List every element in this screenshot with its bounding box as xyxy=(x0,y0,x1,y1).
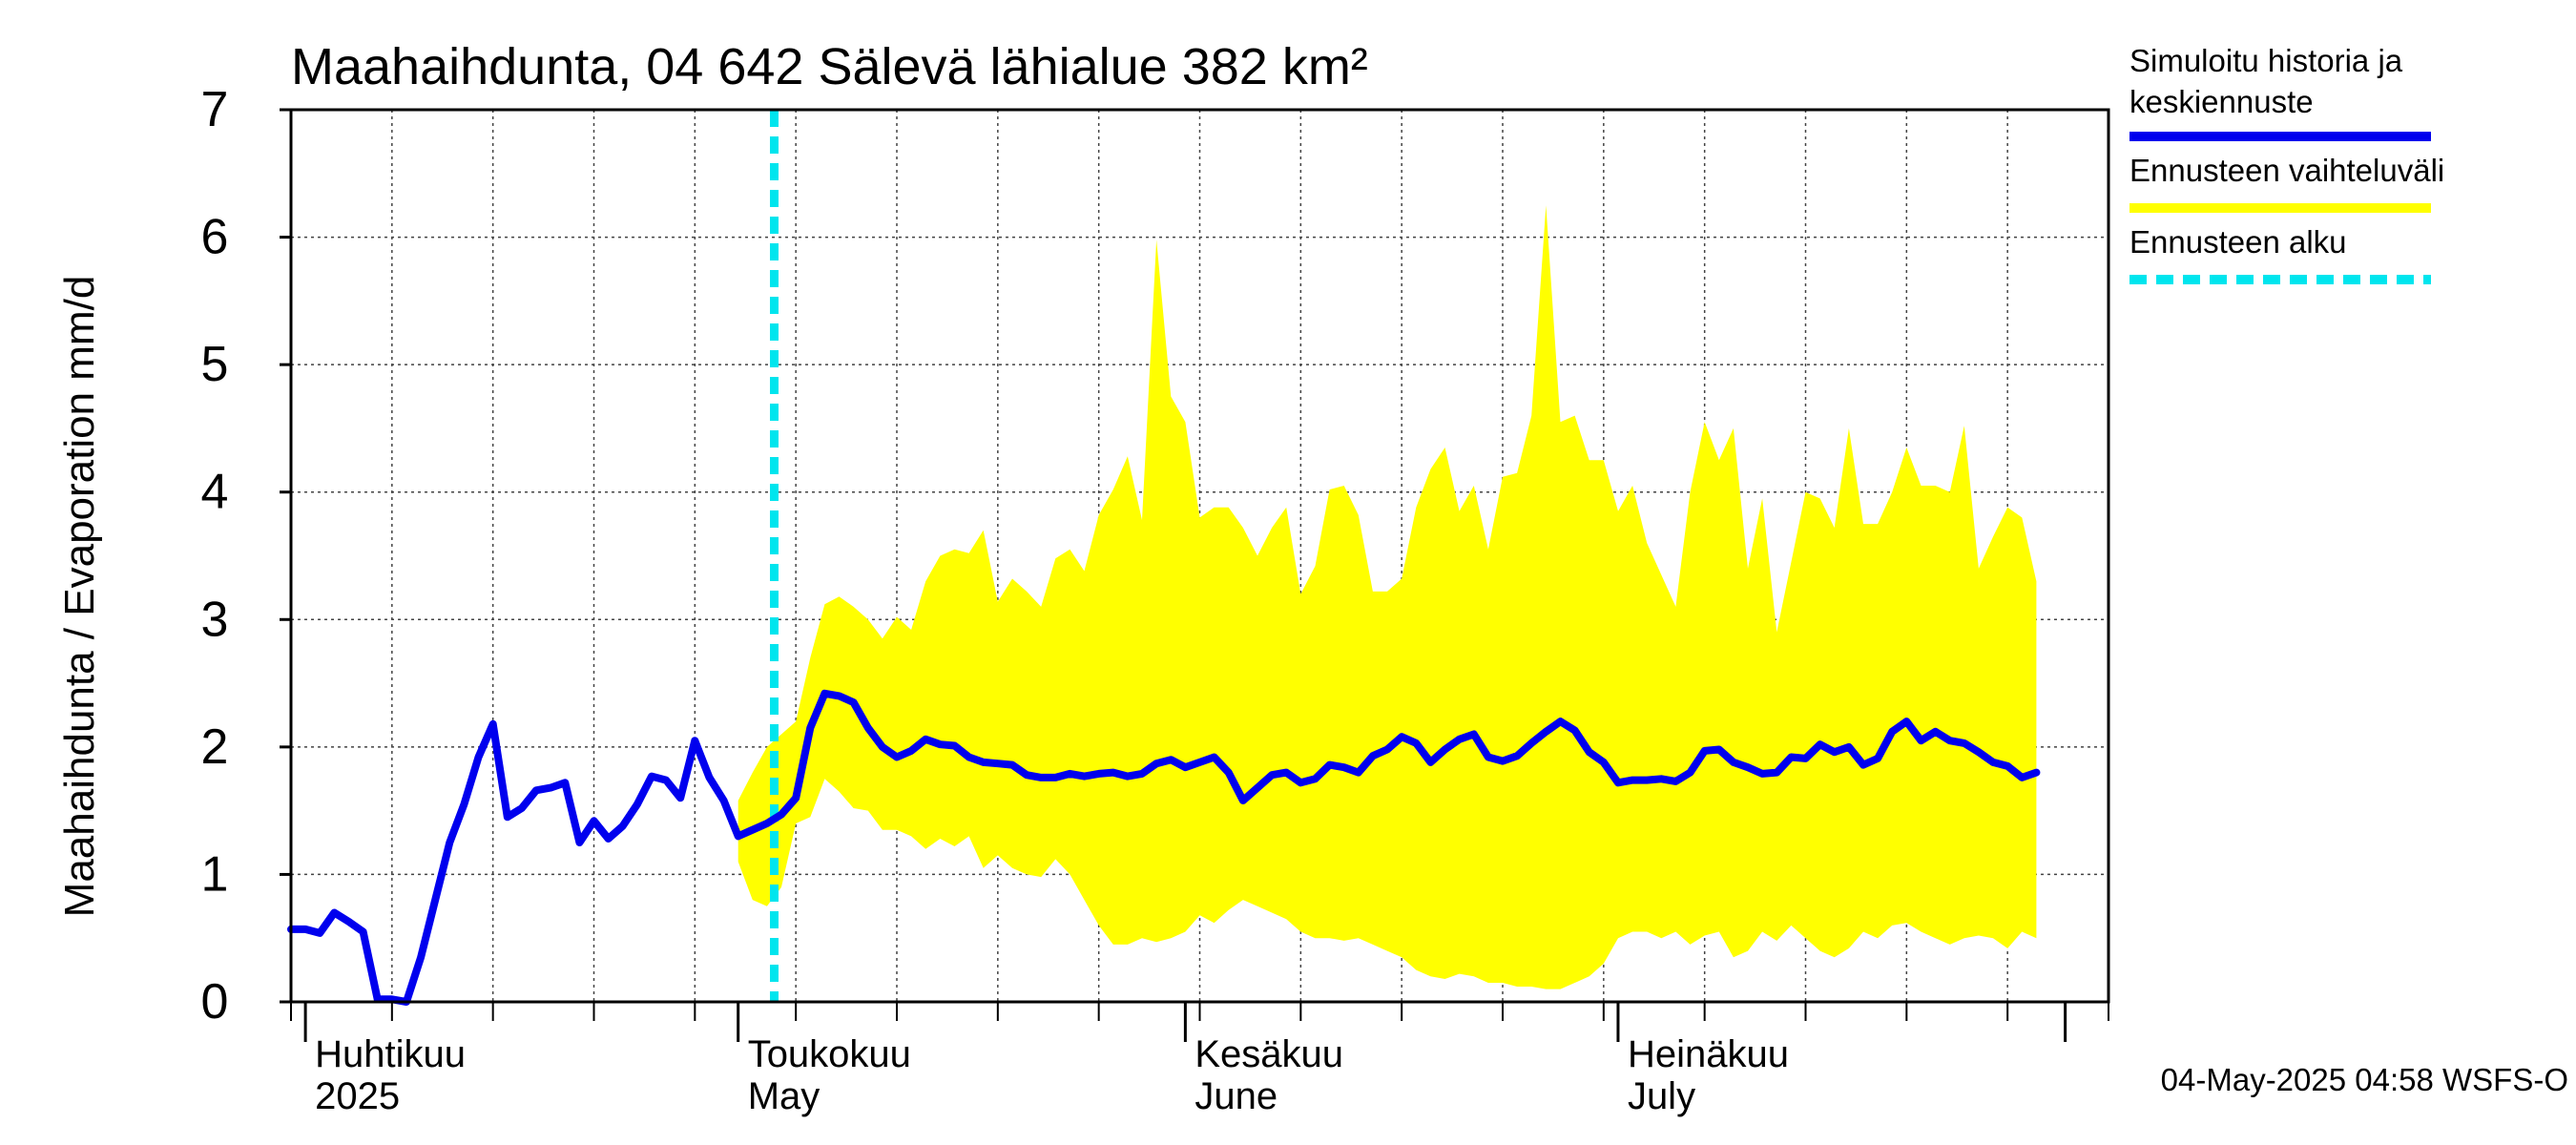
y-tick-label: 4 xyxy=(201,465,229,520)
y-tick-label: 2 xyxy=(201,719,229,775)
x-month-label-en: July xyxy=(1628,1075,1695,1117)
y-tick-label: 3 xyxy=(201,592,229,647)
x-month-label-fi: Heinäkuu xyxy=(1628,1033,1789,1075)
footer-timestamp: 04-May-2025 04:58 WSFS-O xyxy=(2161,1062,2568,1097)
x-month-label-en: May xyxy=(748,1075,821,1117)
mean-series xyxy=(287,689,2041,1006)
y-axis-label: Maahaihdunta / Evaporation mm/d xyxy=(56,276,103,918)
legend-label: Simuloitu historia ja xyxy=(2129,43,2403,78)
forecast-range-area xyxy=(737,205,2037,989)
x-month-label-fi: Toukokuu xyxy=(748,1033,911,1075)
y-axis-ticks: 0 1 2 3 4 5 6 7 xyxy=(201,82,291,1030)
x-month-label-en: 2025 xyxy=(315,1075,400,1117)
forecast-range-band xyxy=(737,205,2037,989)
legend: Simuloitu historia ja keskiennuste Ennuste… xyxy=(2129,43,2444,284)
x-month-label-fi: Kesäkuu xyxy=(1195,1033,1343,1075)
chart-title: Maahaihdunta, 04 642 Sälevä lähialue 382… xyxy=(291,38,1368,95)
y-tick-label: 6 xyxy=(201,210,229,265)
y-tick-label: 1 xyxy=(201,846,229,902)
legend-label: Ennusteen alku xyxy=(2129,224,2347,260)
legend-label: Ennusteen vaihteluväli xyxy=(2129,153,2444,188)
legend-label: keskiennuste xyxy=(2129,84,2314,119)
x-month-label-fi: Huhtikuu xyxy=(315,1033,466,1075)
y-tick-label: 7 xyxy=(201,82,229,137)
y-tick-label: 5 xyxy=(201,337,229,392)
mean-series-line xyxy=(287,689,2041,1006)
x-month-label-en: June xyxy=(1195,1075,1278,1117)
y-tick-label: 0 xyxy=(201,974,229,1030)
